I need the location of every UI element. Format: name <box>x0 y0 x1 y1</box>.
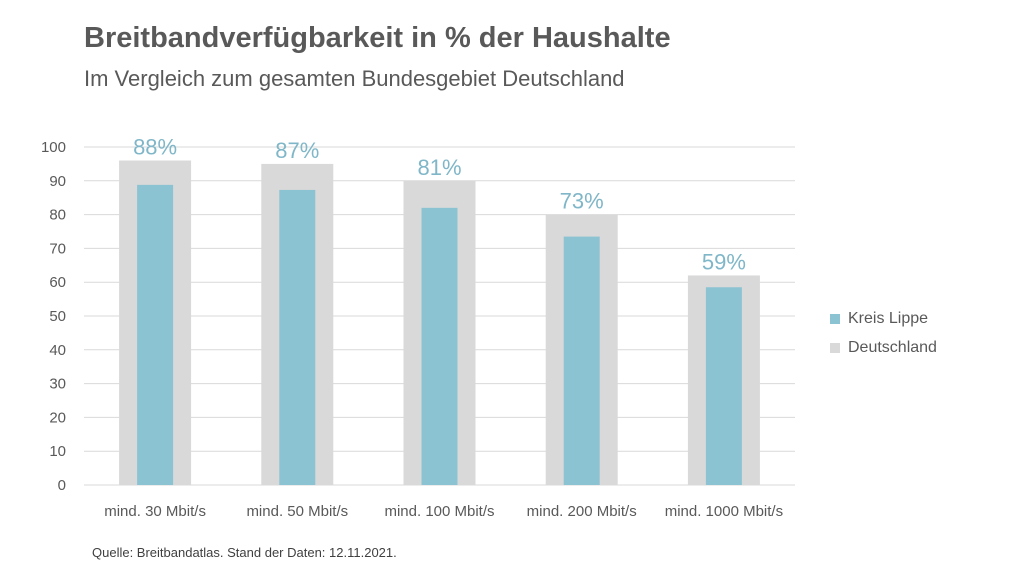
bar-kreis-lippe <box>137 184 174 485</box>
x-tick-label: mind. 1000 Mbit/s <box>665 503 783 520</box>
x-tick-label: mind. 50 Mbit/s <box>246 503 348 520</box>
data-label: 81% <box>417 155 461 180</box>
y-tick-label: 80 <box>49 207 66 224</box>
data-label: 87% <box>275 138 319 163</box>
x-tick-label: mind. 30 Mbit/s <box>104 503 206 520</box>
legend-item-deutschland: Deutschland <box>830 333 937 362</box>
y-tick-label: 40 <box>49 342 66 359</box>
legend: Kreis Lippe Deutschland <box>830 304 937 362</box>
x-tick-label: mind. 100 Mbit/s <box>384 503 494 520</box>
source-note: Quelle: Breitbandatlas. Stand der Daten:… <box>92 545 397 560</box>
chart-subtitle: Im Vergleich zum gesamten Bundesgebiet D… <box>84 66 625 91</box>
bar-kreis-lippe <box>421 207 458 485</box>
y-tick-label: 10 <box>49 443 66 460</box>
bar-kreis-lippe <box>279 189 316 485</box>
bar-kreis-lippe <box>705 287 742 485</box>
data-label: 88% <box>133 135 177 160</box>
y-tick-label: 70 <box>49 240 66 257</box>
y-tick-label: 30 <box>49 376 66 393</box>
y-tick-label: 60 <box>49 274 66 291</box>
y-tick-label: 100 <box>41 139 66 156</box>
legend-swatch-deutschland <box>830 342 840 353</box>
data-label: 59% <box>702 249 746 274</box>
bar-kreis-lippe <box>563 236 600 485</box>
legend-label-deutschland: Deutschland <box>848 338 937 356</box>
chart-title: Breitbandverfügbarkeit in % der Haushalt… <box>84 22 671 54</box>
y-tick-label: 50 <box>49 308 66 325</box>
y-tick-label: 0 <box>58 477 66 494</box>
data-label: 73% <box>560 189 604 214</box>
legend-item-kreis-lippe: Kreis Lippe <box>830 304 937 333</box>
y-tick-label: 20 <box>49 409 66 426</box>
x-tick-label: mind. 200 Mbit/s <box>527 503 637 520</box>
y-tick-label: 90 <box>49 173 66 190</box>
legend-label-kreis-lippe: Kreis Lippe <box>848 309 929 327</box>
legend-swatch-kreis-lippe <box>830 313 840 324</box>
